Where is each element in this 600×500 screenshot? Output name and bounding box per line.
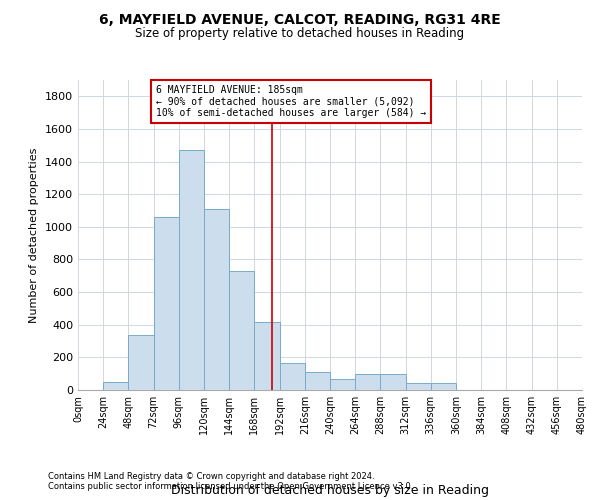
X-axis label: Distribution of detached houses by size in Reading: Distribution of detached houses by size … bbox=[171, 484, 489, 497]
Bar bbox=[431, 384, 456, 390]
Bar bbox=[254, 322, 280, 390]
Bar bbox=[406, 384, 431, 390]
Bar bbox=[355, 374, 380, 390]
Bar bbox=[103, 382, 128, 390]
Text: Contains HM Land Registry data © Crown copyright and database right 2024.: Contains HM Land Registry data © Crown c… bbox=[48, 472, 374, 481]
Text: Size of property relative to detached houses in Reading: Size of property relative to detached ho… bbox=[136, 28, 464, 40]
Bar bbox=[179, 150, 204, 390]
Bar bbox=[229, 271, 254, 390]
Bar bbox=[305, 372, 330, 390]
Bar bbox=[380, 374, 406, 390]
Bar bbox=[128, 334, 154, 390]
Text: 6, MAYFIELD AVENUE, CALCOT, READING, RG31 4RE: 6, MAYFIELD AVENUE, CALCOT, READING, RG3… bbox=[99, 12, 501, 26]
Bar bbox=[204, 209, 229, 390]
Bar bbox=[154, 217, 179, 390]
Y-axis label: Number of detached properties: Number of detached properties bbox=[29, 148, 40, 322]
Text: 6 MAYFIELD AVENUE: 185sqm
← 90% of detached houses are smaller (5,092)
10% of se: 6 MAYFIELD AVENUE: 185sqm ← 90% of detac… bbox=[156, 85, 426, 118]
Bar bbox=[280, 363, 305, 390]
Text: Contains public sector information licensed under the Open Government Licence v3: Contains public sector information licen… bbox=[48, 482, 413, 491]
Bar bbox=[330, 380, 355, 390]
